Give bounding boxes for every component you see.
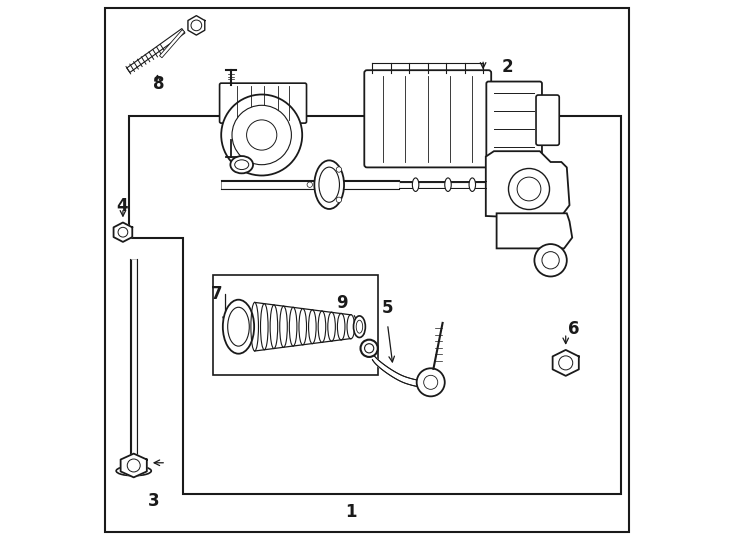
Text: 5: 5 [382, 299, 393, 317]
Ellipse shape [356, 320, 363, 333]
Bar [213, 275, 378, 375]
Circle shape [191, 20, 202, 31]
Polygon shape [114, 222, 132, 242]
Ellipse shape [228, 307, 250, 346]
Ellipse shape [319, 167, 339, 202]
Ellipse shape [413, 178, 419, 192]
Ellipse shape [235, 160, 249, 170]
Circle shape [509, 168, 550, 210]
Ellipse shape [230, 156, 253, 173]
Text: 1: 1 [345, 503, 357, 521]
Circle shape [247, 120, 277, 150]
Circle shape [232, 105, 291, 165]
Circle shape [221, 94, 302, 176]
Ellipse shape [314, 160, 344, 209]
Ellipse shape [469, 178, 476, 192]
Circle shape [118, 227, 128, 237]
Circle shape [542, 252, 559, 269]
Circle shape [127, 459, 140, 472]
FancyBboxPatch shape [219, 83, 307, 123]
Polygon shape [127, 29, 185, 72]
Circle shape [517, 177, 541, 201]
Circle shape [534, 244, 567, 276]
Polygon shape [159, 30, 185, 58]
Text: 3: 3 [148, 492, 159, 510]
Ellipse shape [365, 344, 374, 353]
Polygon shape [188, 16, 205, 35]
Circle shape [336, 197, 341, 202]
Text: 2: 2 [501, 58, 513, 77]
Text: 4: 4 [116, 197, 128, 215]
Circle shape [417, 368, 445, 396]
Polygon shape [486, 151, 570, 219]
FancyBboxPatch shape [536, 95, 559, 145]
Ellipse shape [360, 340, 378, 357]
Text: 9: 9 [336, 294, 347, 313]
Polygon shape [120, 454, 147, 477]
FancyBboxPatch shape [364, 70, 491, 167]
Circle shape [559, 356, 573, 370]
FancyBboxPatch shape [487, 82, 542, 159]
Text: 8: 8 [153, 75, 165, 93]
Circle shape [307, 182, 313, 187]
Polygon shape [553, 350, 579, 376]
Ellipse shape [223, 300, 254, 354]
Text: 7: 7 [211, 285, 222, 303]
Circle shape [336, 167, 341, 172]
Text: 6: 6 [567, 320, 579, 339]
Circle shape [424, 375, 437, 389]
Ellipse shape [445, 178, 451, 192]
Polygon shape [497, 213, 573, 248]
Ellipse shape [354, 316, 366, 338]
Ellipse shape [116, 466, 151, 476]
